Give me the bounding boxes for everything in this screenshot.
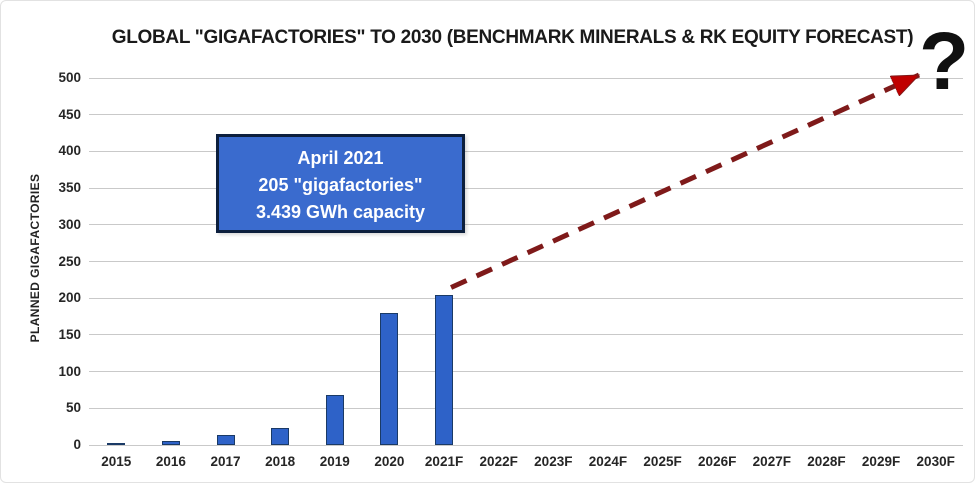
y-tick-label: 500 xyxy=(58,70,81,85)
y-tick-label: 250 xyxy=(58,253,81,269)
bar xyxy=(216,435,235,445)
x-tick-label: 2025F xyxy=(643,454,682,469)
x-tick-label: 2015 xyxy=(101,454,132,469)
y-tick-label: 100 xyxy=(58,363,81,379)
gridline xyxy=(89,77,963,79)
gridline xyxy=(89,334,963,336)
bar xyxy=(161,440,180,445)
gridline xyxy=(89,371,963,373)
y-tick-label: 0 xyxy=(73,437,81,452)
question-mark: ? xyxy=(918,16,970,107)
dashed-trend-line xyxy=(450,72,919,290)
gridline xyxy=(89,444,963,446)
y-tick-label: 450 xyxy=(58,106,81,122)
gridline xyxy=(89,114,963,116)
x-tick-label: 2030F xyxy=(916,454,955,469)
x-tick-label: 2027F xyxy=(752,454,791,469)
gridline xyxy=(89,297,963,299)
bar xyxy=(380,312,399,445)
bar xyxy=(271,428,290,445)
y-tick-label: 350 xyxy=(58,180,81,196)
y-tick-label: 400 xyxy=(58,143,81,159)
chart-title: GLOBAL "GIGAFACTORIES" TO 2030 (BENCHMAR… xyxy=(111,27,914,48)
x-tick-label: 2028F xyxy=(807,454,846,469)
x-tick-label: 2029F xyxy=(861,454,901,469)
x-tick-label: 2017 xyxy=(210,454,241,469)
x-tick-label: 2016 xyxy=(155,454,186,469)
x-tick-label: 2022F xyxy=(479,454,518,469)
y-tick-label: 50 xyxy=(65,400,81,416)
annotation-box: April 2021 205 "gigafactories" 3.439 GWh… xyxy=(216,134,465,233)
y-tick-label: 150 xyxy=(58,326,81,342)
bar xyxy=(107,443,126,445)
x-tick-label: 2020 xyxy=(374,454,405,469)
x-tick-label: 2018 xyxy=(265,454,296,469)
bar xyxy=(325,395,344,445)
annotation-line-date: April 2021 xyxy=(297,148,384,168)
gridline xyxy=(89,407,963,409)
bar xyxy=(435,294,454,445)
x-tick-label: 2019 xyxy=(319,454,350,469)
x-tick-label: 2026F xyxy=(698,454,737,469)
gridline xyxy=(89,261,963,262)
x-tick-label: 2021F xyxy=(424,454,464,469)
y-tick-label: 300 xyxy=(58,216,81,232)
x-tick-label: 2023F xyxy=(534,454,573,469)
y-tick-label: 200 xyxy=(58,290,81,306)
annotation-line-count: 205 "gigafactories" xyxy=(258,175,423,195)
annotation-line-capacity: 3.439 GWh capacity xyxy=(255,202,426,222)
x-tick-label: 2024F xyxy=(588,454,628,469)
